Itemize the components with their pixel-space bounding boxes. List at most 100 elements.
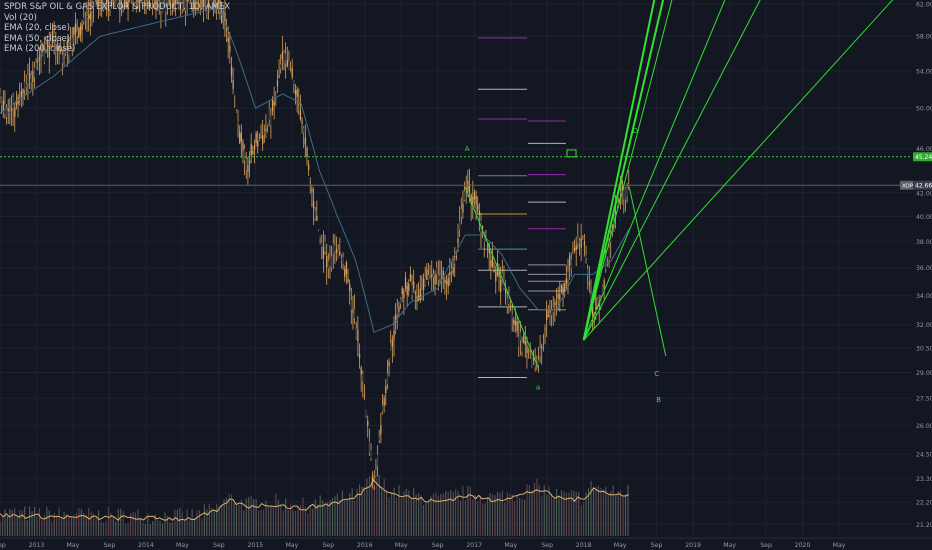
candle-body [463,191,466,200]
candle-body [459,221,461,230]
candle-body [263,132,265,134]
time-tick-label: Sep [760,542,772,549]
candle-body [555,302,558,303]
legend-ema200[interactable]: EMA (200, close) [4,44,76,54]
candle-body [335,249,338,253]
candle-body [314,210,316,219]
candle-body [122,0,124,7]
fan-line [582,0,656,341]
candle-body [296,89,298,97]
price-tick-label: 22.20 [916,500,932,507]
candle-body [395,314,397,323]
candle-body [130,0,133,2]
candle-body [293,80,295,84]
volume-bar [388,497,390,536]
legend-ema20[interactable]: EMA (20, close) [4,23,70,33]
volume-bar [408,490,410,536]
volume-bar [442,493,444,536]
price-tick-label: 24.50 [916,452,932,459]
candle-body [334,245,336,252]
candle-body [367,420,369,426]
candle-body [56,45,59,51]
price-tick-label: 54.00 [916,68,932,75]
volume-bar [361,486,363,536]
candle-body [414,292,417,294]
volume-bar [122,511,124,536]
candle-body [65,49,67,54]
candle-body [10,107,13,111]
candle-body [388,361,390,367]
candle-body [286,60,288,67]
volume-bar [235,505,237,536]
candle-body [344,268,346,278]
candle-body [478,210,481,216]
candle-body [1,97,3,106]
candle-body [385,386,387,394]
candle-body [88,15,90,19]
volume-bar [479,495,481,536]
volume-bar [280,504,282,536]
volume-bar [186,509,188,536]
volume-bar [211,507,213,536]
candle-body [14,107,16,117]
candle-body [575,245,577,250]
candle-body [419,288,421,301]
candle-body [276,80,279,87]
legend-volume[interactable]: Vol (20) [4,12,37,23]
legend-symbol[interactable]: SPDR S&P OIL & GAS EXPLOR & PRODUCT, 1D,… [4,2,231,12]
volume-bar [117,508,119,536]
volume-bar [196,510,198,536]
time-tick-label: May [723,542,736,549]
volume-bar [580,504,582,536]
volume-bar [602,489,604,536]
candle-body [436,267,438,275]
volume-bar [85,515,87,536]
candle-body [291,68,293,77]
time-tick-label: May [285,542,298,549]
candle-body [498,268,500,278]
volume-bar [83,512,85,536]
candle-body [587,269,589,275]
candle-body [393,330,395,340]
candle-body [219,0,221,5]
candle-body [186,0,188,2]
candle-body [454,260,456,264]
volume-bar [198,510,201,536]
candle-body [409,273,412,282]
volume-bar [130,513,132,536]
candle-body [488,244,490,254]
volume-bar [489,493,491,536]
candle-body [422,278,425,290]
volume-bar [61,516,63,536]
candle-body [237,121,239,124]
candle-body [439,276,441,279]
candle-body [376,454,379,467]
candle-body [362,373,364,382]
time-tick-label: Sep [322,542,334,549]
candle-body [557,293,559,299]
candle-body [381,405,384,412]
candle-body [206,0,208,13]
candle-body [610,237,612,243]
candle-body [175,0,177,3]
candle-body [329,258,331,266]
volume-bar [457,491,459,536]
candle-body [160,0,162,12]
candle-body [524,341,527,345]
candle-body [534,361,536,367]
volume-bar [189,520,191,536]
candle-body [486,245,489,247]
candle-body [429,273,431,275]
volume-bar [455,489,457,536]
volume-bar [578,491,580,536]
legend-ema50[interactable]: EMA (50, close) [4,33,70,44]
price-tick-label: 58.00 [916,34,932,41]
candle-body [539,347,541,356]
volume-bar [400,498,402,536]
volume-bar [290,504,292,536]
volume-bar [472,499,474,536]
candle-body [511,314,513,319]
volume-bar [403,491,405,536]
volume-bar [287,509,289,536]
